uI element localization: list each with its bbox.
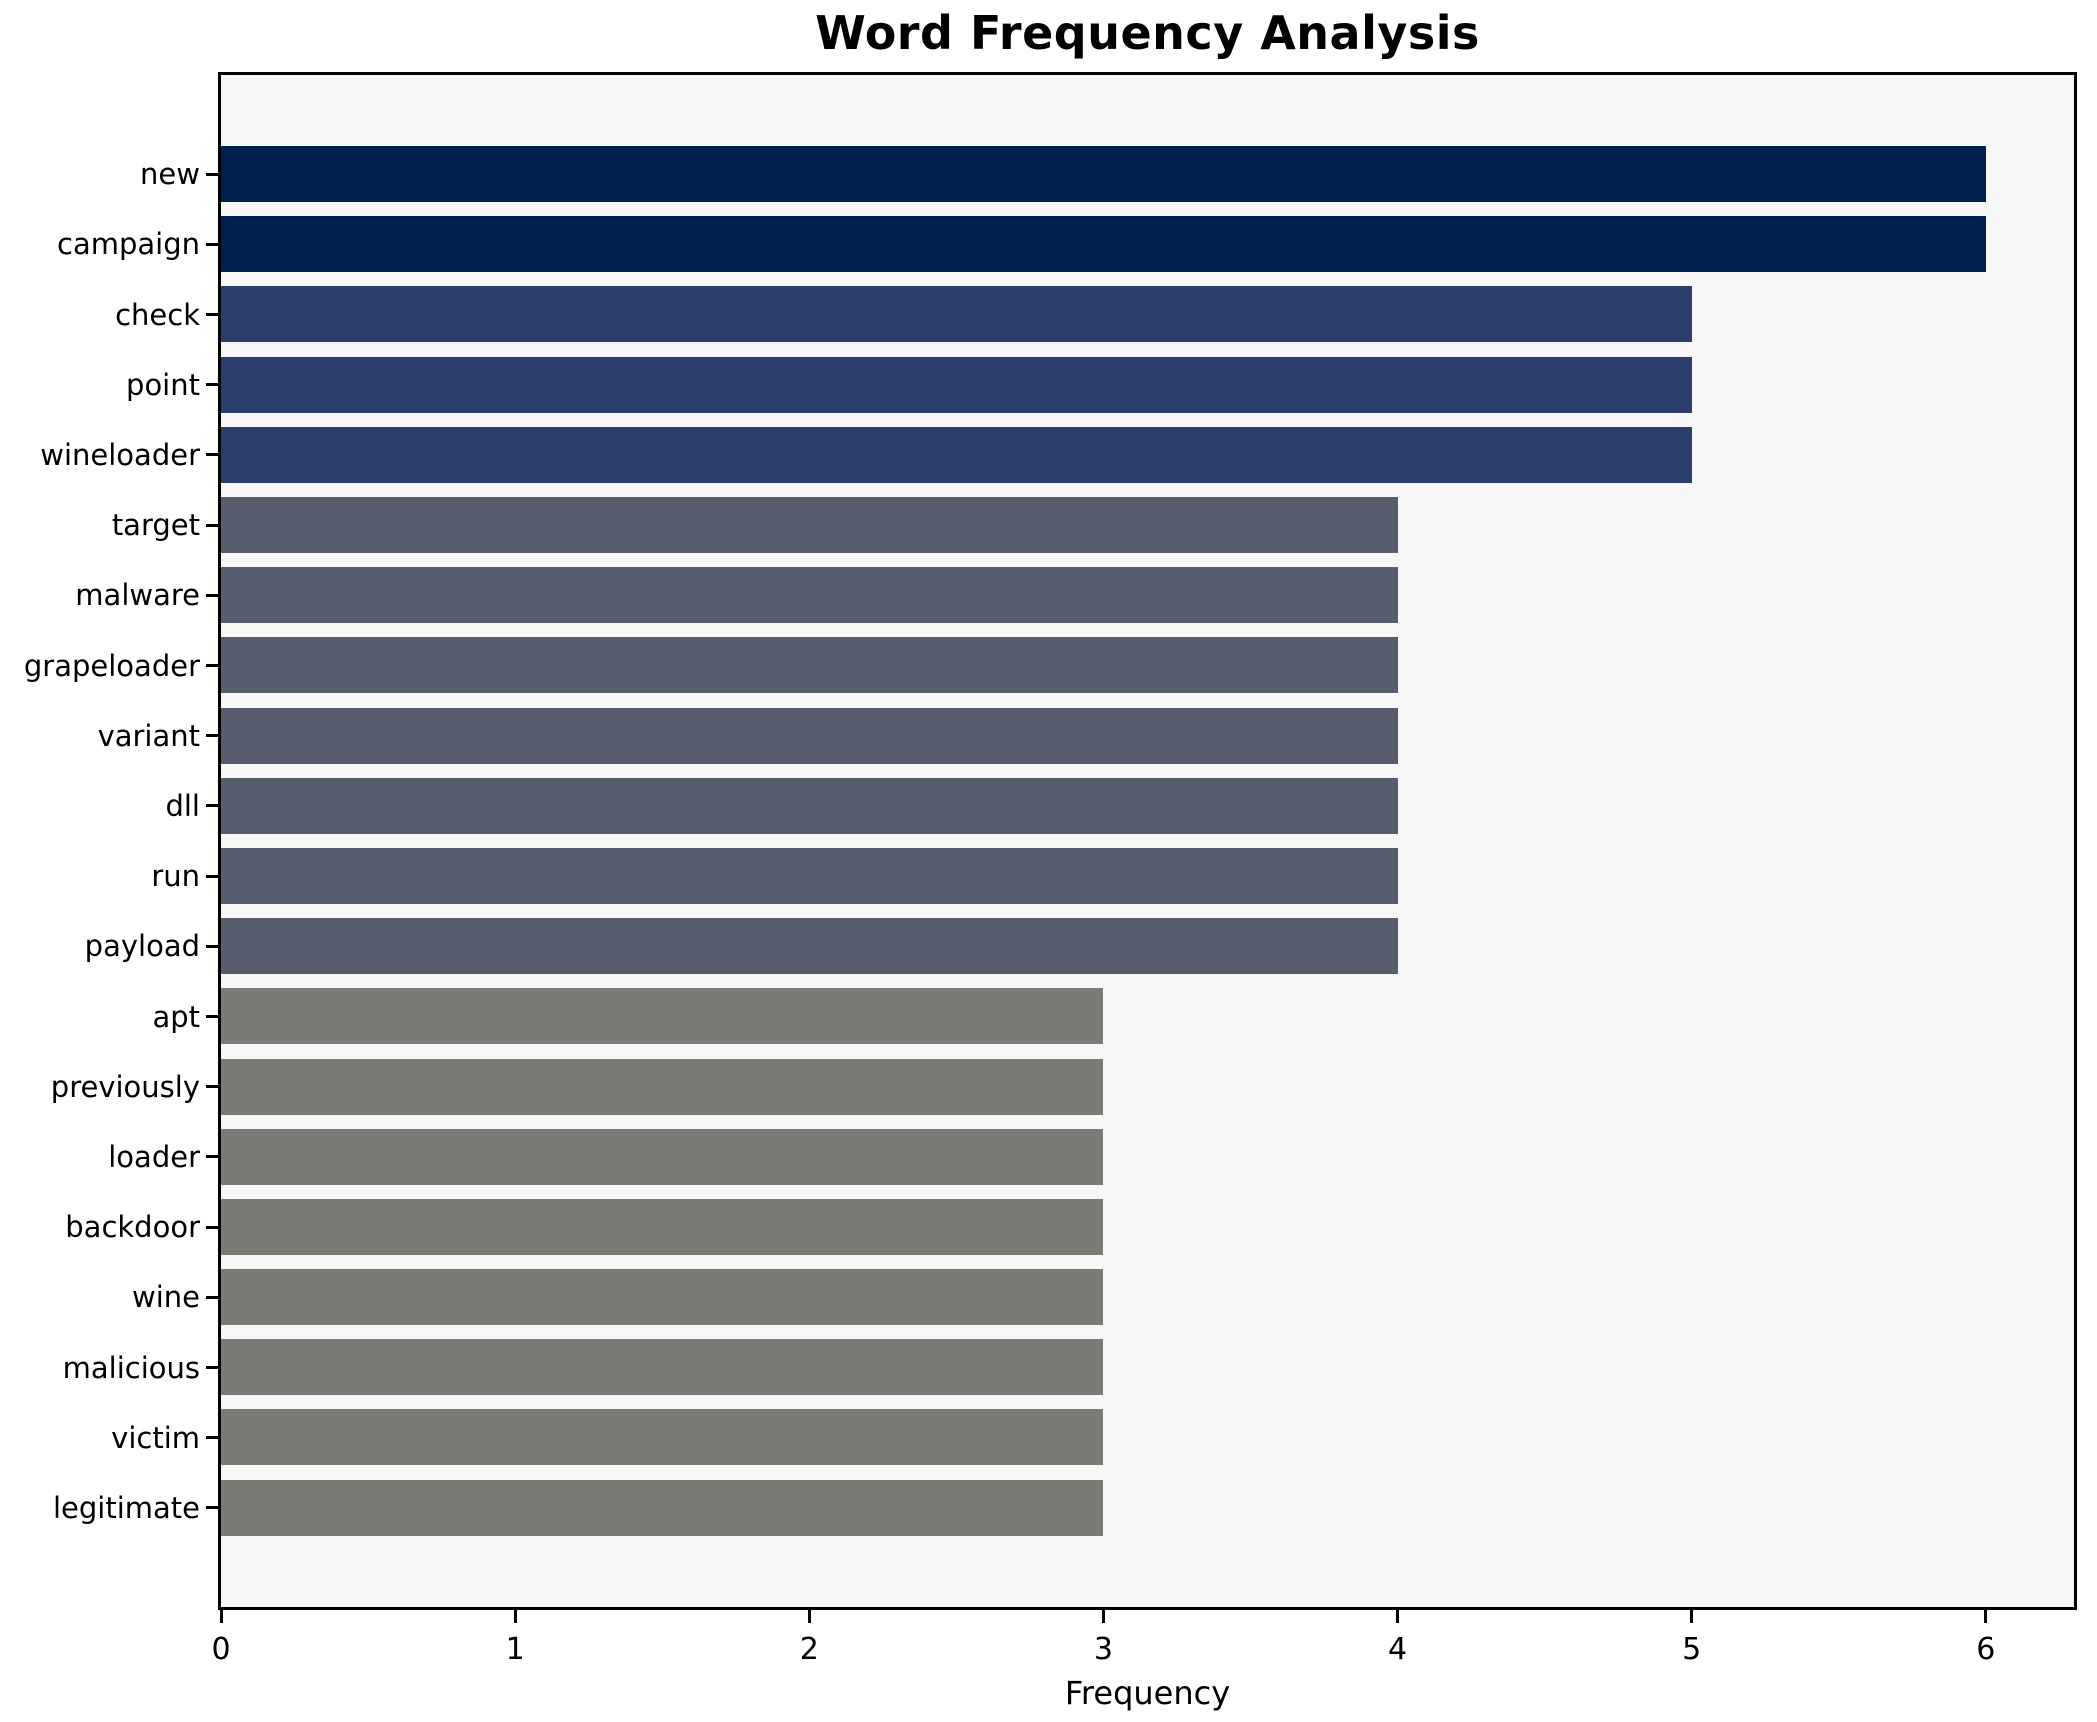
y-tick-mark	[206, 1366, 218, 1369]
bar-row	[221, 560, 2074, 630]
y-tick-label-malicious: malicious	[62, 1350, 200, 1385]
y-tick-mark	[206, 944, 218, 948]
x-tick-mark	[1690, 1610, 1694, 1623]
x-tick-mark	[807, 1610, 811, 1623]
bar-row	[221, 1262, 2074, 1332]
y-tick-label-new: new	[140, 157, 200, 192]
bar-row	[221, 1332, 2074, 1402]
bar-apt	[221, 988, 1104, 1045]
y-tick-label-victim: victim	[111, 1420, 200, 1455]
y-tick-mark	[206, 383, 218, 387]
bar-row	[221, 841, 2074, 911]
bar-payload	[221, 918, 1398, 975]
bar-row	[221, 981, 2074, 1051]
y-tick-mark	[206, 1155, 218, 1159]
y-tick-label-backdoor: backdoor	[65, 1210, 200, 1245]
x-tick-label-1: 1	[505, 1632, 525, 1667]
bar-target	[221, 497, 1398, 554]
y-tick-mark	[206, 1225, 218, 1229]
bar-run	[221, 847, 1398, 904]
x-tick-mark	[513, 1610, 517, 1623]
y-tick-label-loader: loader	[108, 1139, 200, 1174]
x-tick-mark	[1101, 1610, 1105, 1623]
bar-variant	[221, 707, 1398, 764]
bar-row	[221, 1192, 2074, 1262]
x-tick-label-4: 4	[1387, 1632, 1408, 1667]
bar-new	[221, 146, 1986, 203]
x-tick-label-3: 3	[1093, 1632, 1113, 1667]
bar-campaign	[221, 216, 1986, 273]
bar-row	[221, 771, 2074, 841]
y-tick-mark	[206, 523, 218, 527]
x-tick-label-0: 0	[211, 1632, 231, 1667]
bar-backdoor	[221, 1198, 1104, 1255]
y-tick-label-apt: apt	[152, 999, 200, 1034]
y-tick-mark	[206, 172, 218, 176]
y-tick-mark	[206, 734, 218, 738]
bar-row	[221, 1402, 2074, 1472]
bar-row	[221, 630, 2074, 700]
y-tick-label-point: point	[126, 367, 200, 402]
bar-check	[221, 286, 1692, 343]
y-tick-mark	[206, 1436, 218, 1440]
bar-row	[221, 209, 2074, 279]
y-tick-mark	[206, 1015, 218, 1018]
bar-row	[221, 279, 2074, 349]
bar-grapeloader	[221, 637, 1398, 694]
x-tick-mark	[219, 1610, 223, 1623]
y-tick-label-wineloader: wineloader	[40, 437, 200, 472]
bar-row	[221, 420, 2074, 490]
bar-point	[221, 356, 1692, 413]
y-tick-label-check: check	[115, 297, 200, 332]
chart-title: Word Frequency Analysis	[815, 6, 1480, 60]
y-tick-mark	[206, 664, 218, 667]
bar-malware	[221, 567, 1398, 624]
bar-row	[221, 350, 2074, 420]
y-tick-mark	[206, 1085, 218, 1089]
y-tick-label-run: run	[151, 859, 200, 894]
plot-area	[218, 72, 2077, 1610]
bar-malicious	[221, 1339, 1104, 1396]
y-tick-mark	[206, 874, 218, 878]
bar-wine	[221, 1269, 1104, 1326]
bar-row	[221, 911, 2074, 981]
y-tick-mark	[206, 453, 218, 457]
bar-row	[221, 139, 2074, 209]
y-tick-mark	[206, 804, 218, 808]
y-tick-label-grapeloader: grapeloader	[23, 648, 200, 683]
x-axis-label: Frequency	[1064, 1674, 1231, 1712]
y-tick-label-payload: payload	[84, 929, 200, 964]
bar-row	[221, 1122, 2074, 1192]
y-tick-label-target: target	[111, 508, 200, 543]
bars-container	[221, 75, 2074, 1607]
bar-row	[221, 1051, 2074, 1121]
bar-row	[221, 490, 2074, 560]
bar-row	[221, 1473, 2074, 1543]
bar-dll	[221, 777, 1398, 834]
y-tick-label-legitimate: legitimate	[52, 1490, 200, 1525]
y-tick-mark	[206, 1506, 218, 1510]
y-tick-label-dll: dll	[165, 788, 200, 823]
y-tick-label-malware: malware	[75, 578, 200, 613]
x-tick-label-2: 2	[799, 1632, 819, 1667]
x-tick-mark	[1396, 1610, 1399, 1623]
y-tick-label-campaign: campaign	[57, 227, 200, 262]
x-tick-label-5: 5	[1682, 1632, 1702, 1667]
y-tick-label-wine: wine	[132, 1280, 200, 1315]
bar-previously	[221, 1058, 1104, 1115]
y-tick-label-previously: previously	[50, 1069, 200, 1104]
y-tick-mark	[206, 242, 218, 246]
bar-wineloader	[221, 426, 1692, 483]
y-tick-label-variant: variant	[97, 718, 200, 753]
bar-legitimate	[221, 1479, 1104, 1536]
x-tick-label-6: 6	[1976, 1632, 1996, 1667]
bar-victim	[221, 1409, 1104, 1466]
bar-loader	[221, 1128, 1104, 1185]
x-tick-mark	[1984, 1610, 1988, 1623]
y-tick-mark	[206, 1295, 218, 1299]
y-tick-mark	[206, 313, 218, 316]
bar-row	[221, 701, 2074, 771]
y-tick-mark	[206, 593, 218, 597]
